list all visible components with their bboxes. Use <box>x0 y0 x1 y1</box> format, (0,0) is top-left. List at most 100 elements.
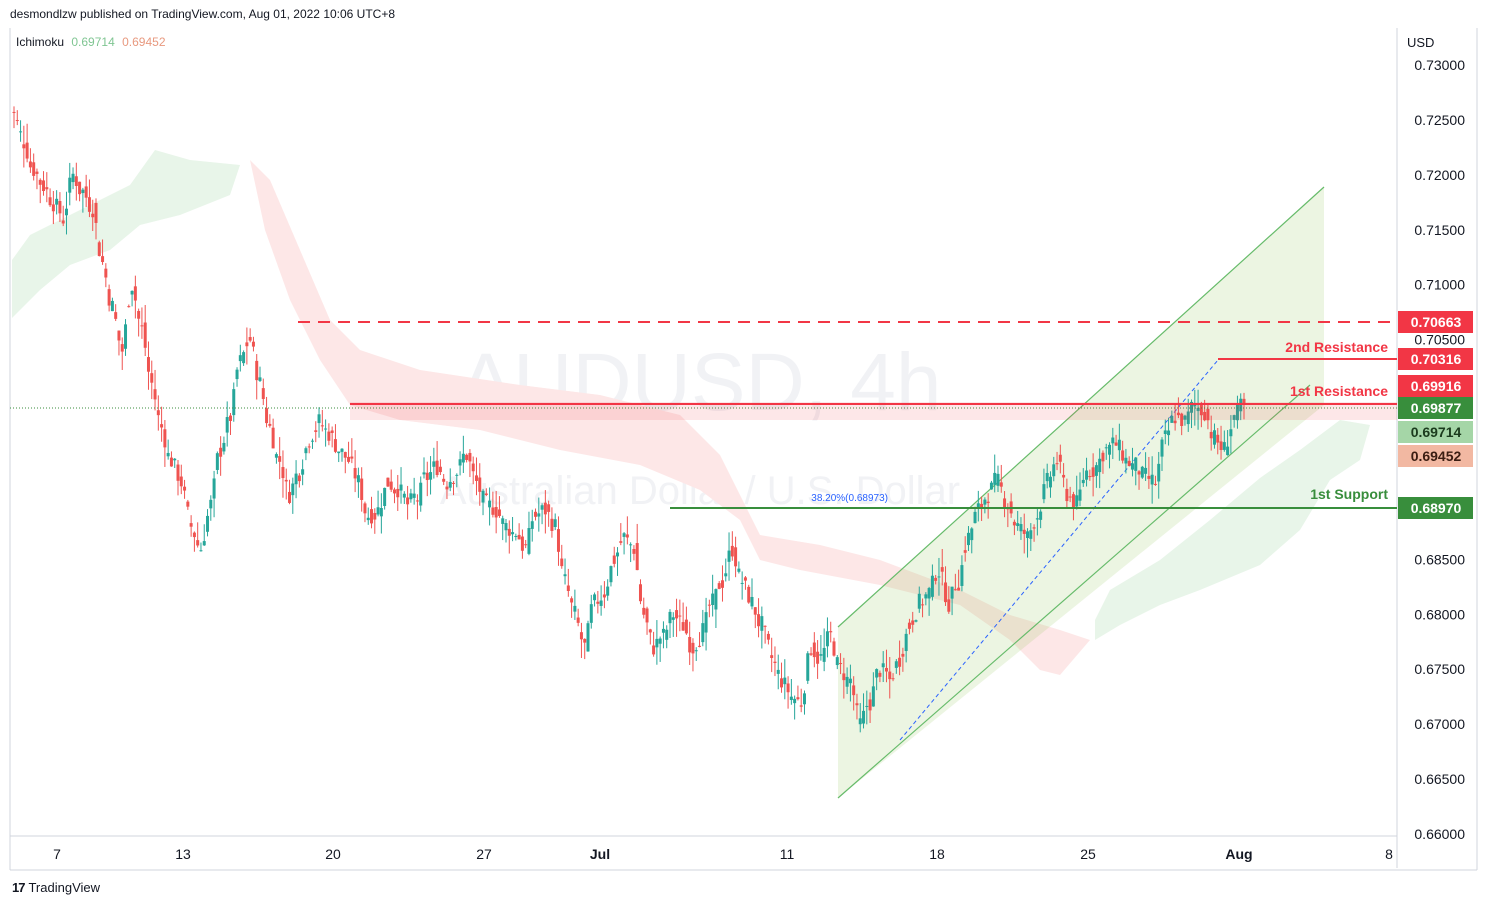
candle-body <box>543 502 547 515</box>
candle-body <box>1055 463 1059 465</box>
candle-body <box>947 599 951 612</box>
candle-body <box>1058 454 1062 462</box>
price-tick-6: 0.68500 <box>1414 551 1465 567</box>
candle-body <box>524 544 528 546</box>
candle-body <box>110 300 114 312</box>
candle-body <box>852 685 856 696</box>
candle-body <box>25 142 29 159</box>
candle-body <box>681 622 685 631</box>
candle-body <box>330 430 334 433</box>
candle-body <box>320 425 324 427</box>
candle-body <box>757 614 761 627</box>
candle-body <box>675 610 679 619</box>
candle-body <box>704 612 708 633</box>
price-tick-11: 0.66000 <box>1414 826 1465 842</box>
candle-body <box>839 663 843 665</box>
time-tick-5: 11 <box>780 846 795 862</box>
time-tick-6: 18 <box>929 846 945 862</box>
candle-body <box>655 638 659 648</box>
candle-body <box>196 540 200 546</box>
time-tick-0: 7 <box>53 846 61 862</box>
candle-body <box>671 617 675 620</box>
candle-body <box>1003 498 1007 508</box>
candle-body <box>717 583 721 589</box>
candle-body <box>133 286 137 301</box>
candle-body <box>658 638 662 644</box>
candle-body <box>199 550 203 552</box>
candle-body <box>478 477 482 492</box>
footer-brand[interactable]: 17 TradingView <box>12 880 100 895</box>
candle-body <box>265 408 269 424</box>
candle-body <box>1124 457 1128 464</box>
candle-body <box>51 204 55 212</box>
candle-body <box>163 429 167 448</box>
candles-group <box>12 106 1246 733</box>
candle-body <box>707 604 711 606</box>
candle-body <box>340 448 344 452</box>
candle-body <box>1186 411 1190 425</box>
candle-body <box>494 506 498 518</box>
candle-body <box>878 672 882 677</box>
candle-body <box>566 585 570 591</box>
candle-body <box>294 473 298 485</box>
candle-body <box>780 678 784 688</box>
candle-body <box>301 469 305 475</box>
candle-body <box>724 573 728 577</box>
candle-body <box>392 489 396 494</box>
candle-body <box>825 631 829 647</box>
candle-body <box>1065 488 1069 502</box>
candle-body <box>678 615 682 617</box>
candle-body <box>438 466 442 473</box>
candle-body <box>455 474 459 476</box>
candle-body <box>1130 463 1134 470</box>
candle-body <box>688 636 692 653</box>
candle-body <box>281 467 285 479</box>
candle-body <box>602 594 606 598</box>
price-tick-3: 0.71500 <box>1414 222 1465 238</box>
candle-body <box>770 655 774 658</box>
candle-body <box>596 601 600 604</box>
indicator-legend[interactable]: Ichimoku 0.69714 0.69452 <box>16 35 166 49</box>
candle-body <box>973 511 977 524</box>
candle-body <box>406 497 410 505</box>
candle-body <box>547 504 551 512</box>
candle-body <box>1173 420 1177 424</box>
candle-body <box>966 532 970 546</box>
candle-body <box>1032 527 1036 529</box>
candle-body <box>15 120 19 122</box>
candle-body <box>1212 430 1216 445</box>
candle-body <box>445 486 449 490</box>
candle-body <box>386 477 390 487</box>
candle-body <box>652 645 656 655</box>
time-tick-3: 27 <box>476 846 492 862</box>
candle-body <box>350 456 354 459</box>
candle-body <box>97 242 101 257</box>
candle-body <box>858 718 862 725</box>
candle-body <box>783 677 787 685</box>
candle-body <box>993 472 997 485</box>
candle-body <box>360 478 364 500</box>
candle-body <box>1183 415 1187 420</box>
candle-body <box>215 453 219 470</box>
candle-body <box>911 620 915 625</box>
candle-body <box>940 567 944 572</box>
candle-body <box>743 577 747 581</box>
candle-body <box>225 417 229 433</box>
candle-body <box>1193 404 1197 407</box>
time-tick-2: 20 <box>325 846 341 862</box>
candle-body <box>819 654 823 656</box>
candle-body <box>1134 457 1138 471</box>
candle-body <box>848 678 852 684</box>
candle-body <box>1232 415 1236 420</box>
candle-body <box>963 550 967 553</box>
candle-body <box>288 491 292 503</box>
candle-body <box>606 586 610 596</box>
candle-body <box>845 676 849 687</box>
candle-body <box>1216 434 1220 443</box>
fib-label: 38.20%(0.68973) <box>811 493 888 504</box>
candle-body <box>45 187 49 190</box>
candle-body <box>1153 483 1157 485</box>
candle-body <box>101 256 105 263</box>
